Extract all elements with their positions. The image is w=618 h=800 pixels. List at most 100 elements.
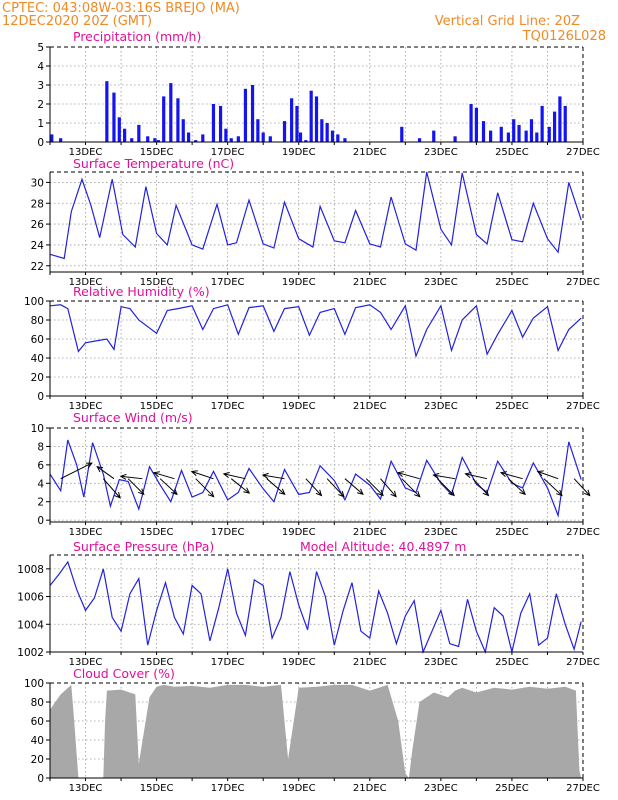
wind-arrow-shaft: [344, 478, 364, 495]
x-tick-label: 19DEC: [282, 277, 316, 288]
model-altitude-annotation: Model Altitude: 40.4897 m: [300, 539, 466, 554]
x-tick-label: 17DEC: [211, 527, 245, 538]
panel-cloud-cover: Cloud Cover (%) 0 20 40 60 80 100 13DEC 15DEC 17…: [24, 666, 600, 794]
x-tick-label: 15DEC: [140, 783, 174, 794]
precip-bar: [201, 134, 205, 142]
precip-bar: [282, 121, 287, 142]
x-tick-label: 19DEC: [282, 783, 316, 794]
x-tick-label: 13DEC: [69, 401, 103, 412]
y-tick-label: 22: [31, 261, 44, 273]
wind-arrow-head: [119, 473, 127, 480]
x-tick-label: 13DEC: [69, 527, 103, 538]
precip-bar: [194, 140, 198, 142]
y-tick-label: 4: [37, 478, 44, 490]
precip-bar: [336, 134, 340, 142]
wind-arrow-head: [448, 489, 455, 497]
x-tick-label: 23DEC: [424, 657, 458, 668]
wind-arrow-shaft: [60, 462, 93, 480]
x-tick-label: 19DEC: [282, 657, 316, 668]
x-tick-label: 19DEC: [282, 147, 316, 158]
precip-bar: [325, 123, 329, 142]
precip-bar: [330, 130, 335, 142]
wind-arrow-head: [499, 471, 507, 478]
precip-bar: [524, 130, 528, 142]
x-tick-label: 15DEC: [140, 401, 174, 412]
y-tick-label: 28: [31, 198, 44, 210]
wind-arrow-shaft: [433, 474, 456, 480]
wind-arrow-shaft: [380, 478, 397, 498]
wind-arrow-shaft: [365, 478, 384, 496]
wind-arrow-shaft: [397, 472, 420, 480]
wind-arrow-shaft: [537, 471, 559, 480]
wind-title: Surface Wind (m/s): [73, 410, 193, 425]
header-datetime: 12DEC2020 20Z (GMT): [2, 14, 152, 29]
precip-bar: [474, 107, 478, 142]
panel-precipitation: Precipitation (mm/h) 0 1 2 3 4 5 13DEC 15DEC 17D…: [37, 29, 600, 158]
y-tick-label: 1008: [17, 564, 44, 576]
x-tick-label: 27DEC: [566, 527, 600, 538]
precip-bar: [290, 98, 294, 142]
y-tick-label: 80: [31, 315, 44, 327]
precip-bar: [517, 124, 521, 142]
y-tick-label: 2: [37, 497, 44, 509]
wind-arrow-head: [85, 462, 93, 469]
wind-arrow-shaft: [96, 466, 115, 480]
y-tick-label: 1006: [17, 592, 44, 604]
y-tick-label: 0: [37, 391, 44, 403]
wind-arrow-head: [152, 471, 160, 478]
panel-surface-temperature: Surface Temperature (nC) 22 24 26 28 30 13DEC…: [31, 156, 600, 288]
y-tick-label: 30: [31, 177, 44, 189]
precip-bar: [229, 138, 233, 142]
x-tick-label: 13DEC: [69, 783, 103, 794]
x-tick-label: 27DEC: [566, 783, 600, 794]
y-tick-label: 1: [37, 118, 44, 130]
x-tick-label: 19DEC: [282, 527, 316, 538]
series-line: [49, 304, 582, 359]
precip-bar: [130, 138, 134, 142]
y-tick-label: 100: [24, 678, 44, 690]
x-tick-label: 13DEC: [69, 147, 103, 158]
precip-bar: [547, 126, 551, 142]
x-tick-label: 19DEC: [282, 401, 316, 412]
y-tick-label: 20: [31, 754, 44, 766]
x-tick-label: 15DEC: [140, 147, 174, 158]
y-tick-label: 60: [31, 716, 44, 728]
precip-bar: [320, 119, 324, 142]
precip-bar: [432, 130, 436, 142]
precip-bar: [298, 132, 303, 142]
precip-bar: [162, 96, 166, 142]
precip-bar: [453, 136, 457, 142]
precip-bar: [535, 132, 539, 142]
y-tick-label: 2: [37, 99, 44, 111]
cloud-cover-area: [50, 684, 582, 778]
wind-arrow-shaft: [436, 478, 455, 496]
cloud-plot: 0 20 40 60 80 100 13DEC 15DEC 17DEC 19DEC 21DEC 23D…: [24, 678, 600, 794]
wind-plot: 0 2 4 6 8 10 13DEC 15DEC 17DEC 19DEC 21DEC 23DEC 25D…: [31, 423, 600, 538]
wind-arrow-head: [464, 472, 472, 478]
precip-bar: [295, 105, 299, 142]
y-tick-label: 1004: [17, 619, 44, 631]
wind-arrow-shaft: [195, 478, 215, 498]
x-tick-label: 13DEC: [69, 657, 103, 668]
wind-arrow-shaft: [326, 478, 345, 498]
precip-bar: [250, 85, 255, 142]
x-tick-label: 25DEC: [495, 401, 529, 412]
y-tick-label: 0: [37, 137, 44, 149]
cloud-title: Cloud Cover (%): [73, 666, 175, 681]
precip-bar: [146, 136, 150, 142]
x-tick-label: 23DEC: [424, 783, 458, 794]
wind-arrow-head: [207, 490, 215, 498]
wind-arrow-head: [556, 489, 563, 497]
y-tick-label: 24: [31, 240, 45, 252]
x-tick-label: 27DEC: [566, 401, 600, 412]
precipitation-plot: 0 1 2 3 4 5 13DEC 15DEC 17DEC 19DEC 21DEC 23DEC 25DE…: [37, 42, 600, 158]
x-tick-label: 21DEC: [353, 401, 387, 412]
precip-bar: [529, 119, 534, 142]
wind-arrow-head: [396, 471, 404, 478]
x-tick-label: 21DEC: [353, 147, 387, 158]
y-tick-label: 6: [37, 460, 44, 472]
y-tick-label: 0: [37, 515, 44, 527]
header-location: CPTEC: 043:08W-03:16S BREJO (MA): [2, 1, 240, 16]
wind-arrow-shaft: [102, 478, 121, 499]
